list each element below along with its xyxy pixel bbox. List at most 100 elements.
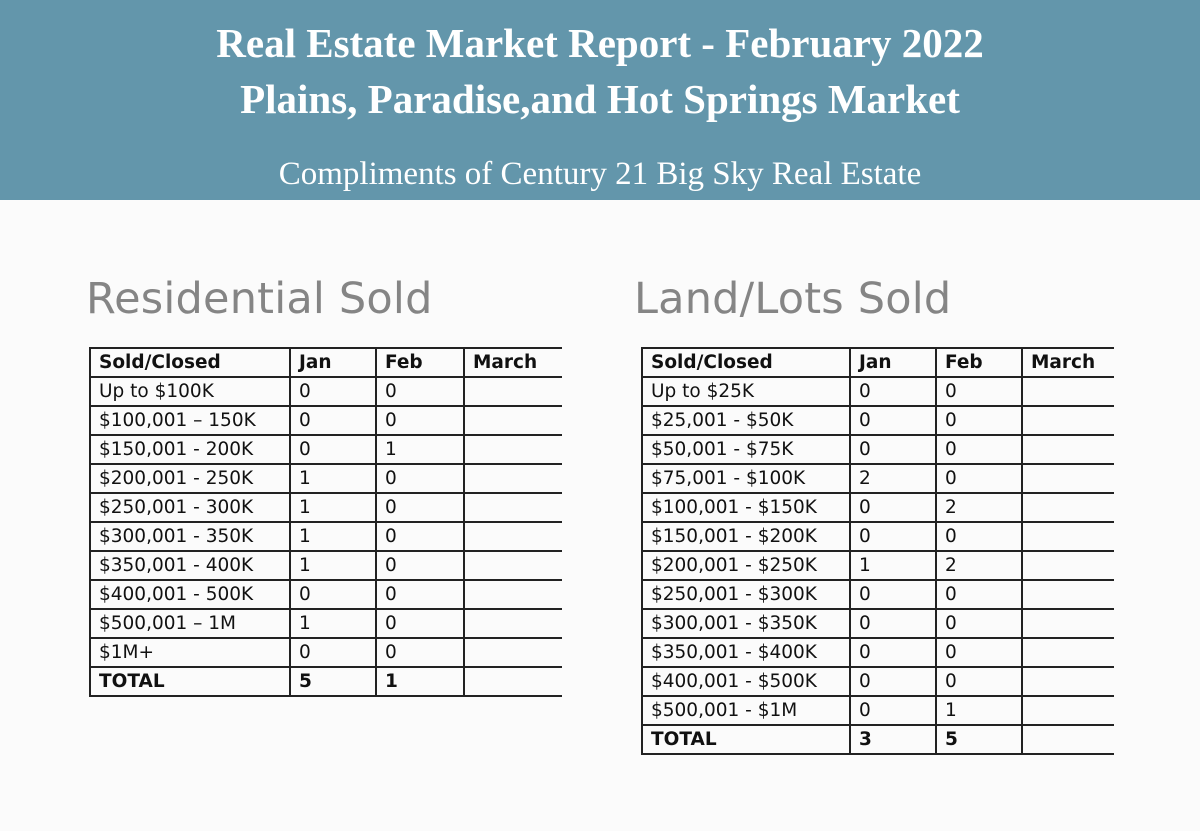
table-row: $100,001 - $150K 0 2 — [641, 492, 1114, 523]
feb-count-cell: 5 — [935, 724, 1023, 755]
march-count-cell — [1021, 492, 1114, 523]
table-header-row: Sold/Closed Jan Feb March — [89, 347, 562, 378]
jan-count-cell: 1 — [289, 463, 377, 494]
price-range-cell: $150,001 - 200K — [89, 434, 291, 465]
column-header-march: March — [1021, 347, 1114, 378]
feb-count-cell: 0 — [935, 666, 1023, 697]
price-range-cell: Up to $25K — [641, 376, 851, 407]
jan-count-cell: 0 — [849, 434, 937, 465]
column-header-feb: Feb — [935, 347, 1023, 378]
table-row: $200,001 - $250K 1 2 — [641, 550, 1114, 581]
jan-count-cell: 0 — [849, 405, 937, 436]
price-range-cell: $400,001 - 500K — [89, 579, 291, 610]
price-range-cell: $100,001 – 150K — [89, 405, 291, 436]
march-count-cell — [463, 666, 562, 697]
feb-count-cell: 0 — [935, 637, 1023, 668]
table-row: $150,001 - $200K 0 0 — [641, 521, 1114, 552]
price-range-cell: $200,001 - $250K — [641, 550, 851, 581]
price-range-cell: Up to $100K — [89, 376, 291, 407]
price-range-cell: $25,001 - $50K — [641, 405, 851, 436]
march-count-cell — [1021, 376, 1114, 407]
price-range-cell: $500,001 – 1M — [89, 608, 291, 639]
jan-count-cell: 0 — [849, 521, 937, 552]
jan-count-cell: 0 — [289, 579, 377, 610]
jan-count-cell: 3 — [849, 724, 937, 755]
jan-count-cell: 0 — [849, 608, 937, 639]
jan-count-cell: 0 — [289, 376, 377, 407]
column-header-sold-closed: Sold/Closed — [89, 347, 291, 378]
price-range-cell: $300,001 - 350K — [89, 521, 291, 552]
feb-count-cell: 0 — [375, 550, 465, 581]
table-row: $25,001 - $50K 0 0 — [641, 405, 1114, 436]
table-row: $250,001 - $300K 0 0 — [641, 579, 1114, 610]
feb-count-cell: 0 — [375, 521, 465, 552]
march-count-cell — [1021, 637, 1114, 668]
feb-count-cell: 0 — [375, 579, 465, 610]
jan-count-cell: 0 — [289, 637, 377, 668]
price-range-cell: $350,001 - 400K — [89, 550, 291, 581]
price-range-cell: $250,001 - $300K — [641, 579, 851, 610]
feb-count-cell: 0 — [375, 405, 465, 436]
march-count-cell — [463, 434, 562, 465]
table-row: $300,001 - 350K 1 0 — [89, 521, 562, 552]
march-count-cell — [1021, 695, 1114, 726]
price-range-cell: $350,001 - $400K — [641, 637, 851, 668]
total-row: TOTAL 3 5 — [641, 724, 1114, 755]
jan-count-cell: 0 — [849, 637, 937, 668]
feb-count-cell: 0 — [375, 463, 465, 494]
price-range-cell: $50,001 - $75K — [641, 434, 851, 465]
march-count-cell — [1021, 608, 1114, 639]
table-row: $75,001 - $100K 2 0 — [641, 463, 1114, 494]
march-count-cell — [1021, 405, 1114, 436]
march-count-cell — [1021, 579, 1114, 610]
march-count-cell — [1021, 434, 1114, 465]
march-count-cell — [1021, 550, 1114, 581]
feb-count-cell: 0 — [375, 608, 465, 639]
march-count-cell — [463, 550, 562, 581]
march-count-cell — [463, 405, 562, 436]
column-header-feb: Feb — [375, 347, 465, 378]
table-row: $400,001 - 500K 0 0 — [89, 579, 562, 610]
march-count-cell — [1021, 463, 1114, 494]
table-row: $350,001 - 400K 1 0 — [89, 550, 562, 581]
jan-count-cell: 5 — [289, 666, 377, 697]
price-range-cell: $200,001 - 250K — [89, 463, 291, 494]
feb-count-cell: 0 — [935, 376, 1023, 407]
march-count-cell — [463, 637, 562, 668]
table-header-row: Sold/Closed Jan Feb March — [641, 347, 1114, 378]
feb-count-cell: 1 — [375, 434, 465, 465]
feb-count-cell: 2 — [935, 550, 1023, 581]
jan-count-cell: 1 — [849, 550, 937, 581]
jan-count-cell: 1 — [289, 521, 377, 552]
march-count-cell — [1021, 521, 1114, 552]
jan-count-cell: 1 — [289, 608, 377, 639]
feb-count-cell: 2 — [935, 492, 1023, 523]
feb-count-cell: 0 — [935, 579, 1023, 610]
march-count-cell — [463, 492, 562, 523]
table-row: $50,001 - $75K 0 0 — [641, 434, 1114, 465]
feb-count-cell: 0 — [935, 405, 1023, 436]
jan-count-cell: 1 — [289, 492, 377, 523]
table-row: Up to $25K 0 0 — [641, 376, 1114, 407]
column-header-jan: Jan — [289, 347, 377, 378]
jan-count-cell: 0 — [849, 376, 937, 407]
land-lots-sold-title: Land/Lots Sold — [634, 274, 952, 324]
table-row: $500,001 - $1M 0 1 — [641, 695, 1114, 726]
report-market-subtitle: Plains, Paradise,and Hot Springs Market — [240, 76, 960, 122]
table-row: $350,001 - $400K 0 0 — [641, 637, 1114, 668]
report-credit: Compliments of Century 21 Big Sky Real E… — [278, 156, 922, 192]
march-count-cell — [463, 463, 562, 494]
jan-count-cell: 0 — [849, 695, 937, 726]
feb-count-cell: 0 — [375, 376, 465, 407]
column-header-sold-closed: Sold/Closed — [641, 347, 851, 378]
price-range-cell: $300,001 - $350K — [641, 608, 851, 639]
table-row: $250,001 - 300K 1 0 — [89, 492, 562, 523]
table-row: $300,001 - $350K 0 0 — [641, 608, 1114, 639]
march-count-cell — [463, 579, 562, 610]
report-header-banner: Real Estate Market Report - February 202… — [0, 0, 1200, 200]
table-row: $1M+ 0 0 — [89, 637, 562, 668]
jan-count-cell: 0 — [289, 405, 377, 436]
price-range-cell: $1M+ — [89, 637, 291, 668]
feb-count-cell: 0 — [935, 608, 1023, 639]
table-row: $100,001 – 150K 0 0 — [89, 405, 562, 436]
